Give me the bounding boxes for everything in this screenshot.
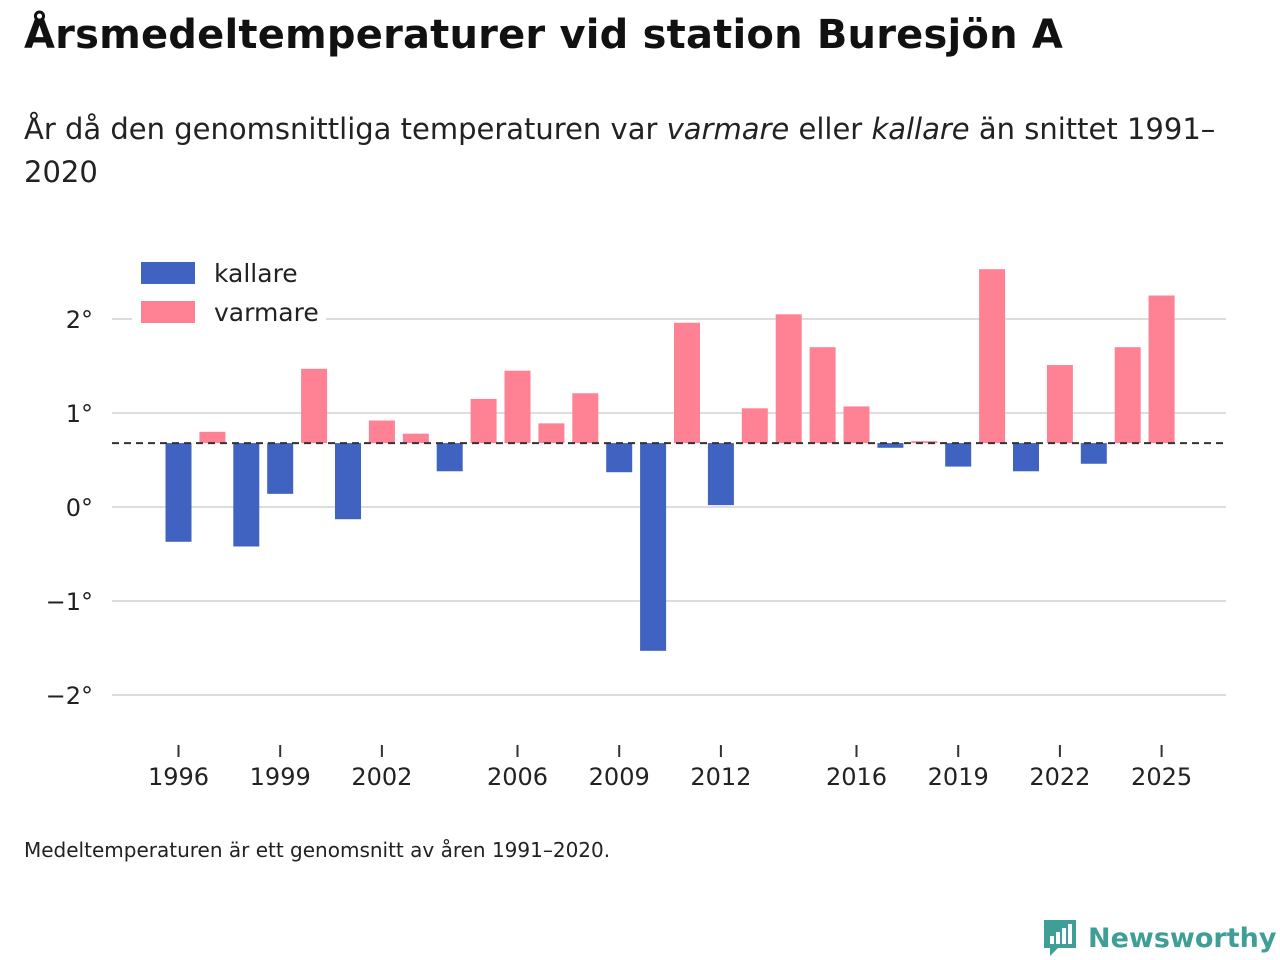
brand-name: Newsworthy [1088, 922, 1277, 954]
bar-2016 [843, 406, 870, 444]
subtitle-text-2: eller [789, 112, 872, 146]
bar-2024 [1114, 347, 1141, 444]
bar-2010 [640, 443, 667, 651]
subtitle-text-3: än snittet 1991–2020 [24, 112, 1216, 189]
bar-2023 [1080, 443, 1107, 464]
y-tick-label: 2° [66, 306, 93, 334]
bar-2002 [368, 420, 395, 444]
bar-2025 [1148, 295, 1175, 444]
y-tick-label: 1° [66, 400, 93, 428]
y-axis: 2° 1° 0° −1° −2° [46, 306, 93, 710]
chart-title: Årsmedeltemperaturer vid station Buresjö… [24, 12, 1064, 58]
x-tick-label: 2016 [826, 763, 887, 791]
subtitle-cold-word: kallare [871, 112, 970, 146]
bar-1999 [267, 443, 294, 494]
y-tick-label: −1° [46, 588, 93, 616]
bar-2022 [1046, 365, 1073, 444]
bar-2019 [945, 443, 972, 467]
bar-2011 [674, 322, 700, 444]
bars [165, 269, 1175, 651]
subtitle-text-1: År då den genomsnittliga temperaturen va… [24, 112, 667, 146]
x-tick-label: 2006 [487, 763, 548, 791]
footnote: Medeltemperaturen är ett genomsnitt av å… [24, 838, 611, 862]
x-tick-label: 2012 [690, 763, 751, 791]
bar-2003 [402, 433, 429, 444]
x-tick-label: 2022 [1029, 763, 1090, 791]
y-tick-label: −2° [46, 682, 93, 710]
temperature-bar-chart: 2° 1° 0° −1° −2° 1996 1999 2002 2006 2009 2012 201… [45, 250, 1226, 791]
x-tick-label: 1996 [148, 763, 209, 791]
chart-subtitle: År då den genomsnittliga temperaturen va… [24, 108, 1244, 194]
legend: kallare varmare [132, 250, 326, 338]
bar-2020 [979, 269, 1006, 444]
bar-1997 [199, 431, 226, 444]
bar-2004 [436, 443, 463, 472]
x-tick-label: 1999 [250, 763, 311, 791]
brand-logo: Newsworthy [1042, 916, 1276, 960]
x-tick-label: 2025 [1131, 763, 1192, 791]
y-tick-label: 0° [66, 494, 93, 522]
brand-icon [1044, 920, 1076, 956]
legend-swatch-varmare [141, 301, 195, 323]
x-axis: 1996 1999 2002 2006 2009 2012 2016 2019 2022 2025 [148, 745, 1192, 791]
bar-2008 [572, 393, 599, 444]
x-tick-label: 2019 [928, 763, 989, 791]
bar-2012 [707, 443, 734, 506]
bar-2013 [741, 408, 768, 444]
bar-2006 [504, 370, 531, 444]
subtitle-warm-word: varmare [666, 112, 790, 146]
bar-1998 [233, 443, 260, 547]
bar-2005 [470, 398, 497, 444]
x-tick-label: 2009 [589, 763, 650, 791]
bar-2009 [606, 443, 633, 473]
bar-2007 [538, 423, 565, 444]
bar-1996 [165, 443, 192, 542]
x-tick-label: 2002 [351, 763, 412, 791]
bar-2018 [911, 441, 938, 444]
legend-swatch-kallare [141, 262, 195, 284]
bar-2021 [1013, 443, 1039, 472]
legend-label-varmare: varmare [214, 298, 319, 327]
legend-label-kallare: kallare [214, 259, 298, 288]
bar-2014 [775, 314, 802, 444]
bar-2001 [335, 443, 361, 520]
bar-2017 [877, 443, 904, 448]
bar-2015 [809, 347, 836, 444]
bar-2000 [301, 368, 328, 444]
